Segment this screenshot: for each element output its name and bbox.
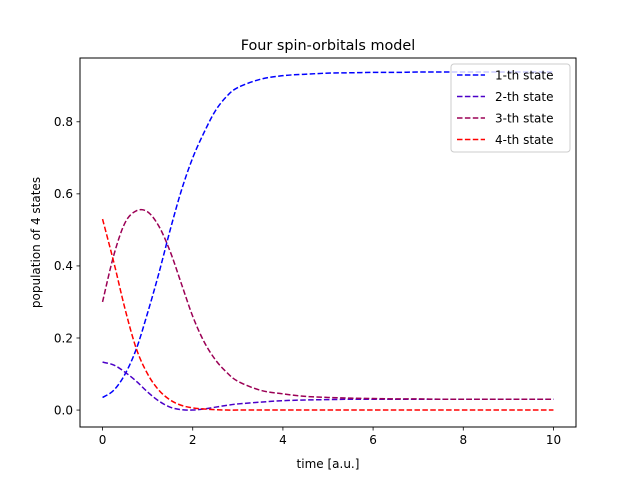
axes-frame: [79, 57, 577, 428]
x-tick-label: 4: [279, 433, 287, 447]
series-line-3: [101, 208, 554, 401]
legend: 1-th state 2-th state 3-th state 4-th state: [450, 63, 571, 153]
y-tick-label: 0.4: [54, 259, 73, 273]
legend-label-3: 3-th state: [495, 111, 554, 125]
x-tick-label: 0: [99, 433, 107, 447]
x-tick-label: 2: [189, 433, 197, 447]
legend-label-2: 2-th state: [495, 90, 554, 104]
legend-box: [450, 63, 571, 153]
series-line-2: [102, 361, 554, 411]
x-tick-label: 10: [546, 433, 561, 447]
y-tick-label: 0.6: [54, 187, 73, 201]
y-tick-label: 0.0: [54, 403, 73, 417]
y-axis-label: population of 4 states: [29, 177, 43, 308]
legend-label-1: 1-th state: [495, 68, 554, 82]
chart-title: Four spin-orbitals model: [241, 38, 416, 54]
x-tick-label: 8: [459, 433, 467, 447]
y-axis-ticks: 0.0 0.2 0.4 0.6 0.8: [54, 115, 80, 417]
x-tick-label: 6: [369, 433, 377, 447]
y-tick-label: 0.2: [54, 331, 73, 345]
x-axis-label: time [a.u.]: [297, 457, 360, 471]
series-line-4: [101, 218, 554, 411]
legend-label-4: 4-th state: [495, 133, 554, 147]
x-axis-ticks: 0 2 4 6 8 10: [99, 427, 561, 447]
y-tick-label: 0.8: [54, 115, 73, 129]
